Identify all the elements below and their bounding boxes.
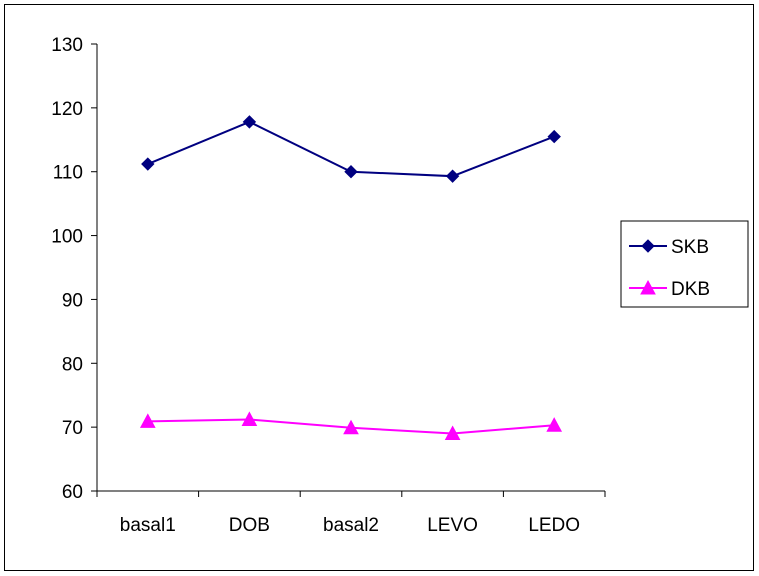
data-point-dkb [444, 425, 461, 441]
data-point-skb [344, 165, 358, 179]
data-point-skb [445, 169, 460, 183]
series-layer [139, 115, 563, 441]
y-tick-label: 80 [62, 354, 83, 375]
x-tick-label: LEDO [528, 515, 580, 536]
y-tick-label: 130 [51, 35, 83, 56]
x-axis-ticks: basal1 DOB basal2 LEVO LEDO [96, 491, 606, 536]
data-point-dkb [241, 411, 258, 426]
data-point-dkb [546, 417, 563, 432]
series-skb [141, 115, 561, 183]
x-tick-label: basal2 [323, 515, 379, 536]
legend-item-dkb: DKB [629, 279, 710, 300]
x-tick-label: basal1 [120, 515, 176, 536]
x-tick-label: DOB [229, 515, 270, 536]
y-axis-ticks: 60 70 80 90 100 110 120 130 [51, 35, 97, 503]
y-tick-label: 100 [51, 227, 83, 248]
legend-marker [640, 279, 656, 295]
y-tick-label: 110 [53, 163, 83, 184]
data-point-skb [141, 157, 155, 171]
x-tick-label: LEVO [427, 515, 478, 536]
legend-item-skb: SKB [629, 237, 709, 258]
data-point-dkb [139, 413, 156, 428]
data-point-skb [547, 129, 561, 144]
axes [96, 44, 605, 492]
data-point-skb [242, 115, 257, 129]
legend-label: DKB [671, 279, 710, 300]
y-tick-label: 60 [62, 482, 83, 503]
legend-marker [641, 239, 655, 253]
legend-label: SKB [671, 237, 709, 258]
y-tick-label: 70 [62, 418, 83, 439]
data-point-dkb [343, 419, 359, 435]
y-tick-label: 120 [51, 99, 83, 120]
y-tick-label: 90 [62, 290, 83, 311]
legend: SKB DKB [620, 220, 749, 308]
series-dkb [139, 411, 563, 441]
